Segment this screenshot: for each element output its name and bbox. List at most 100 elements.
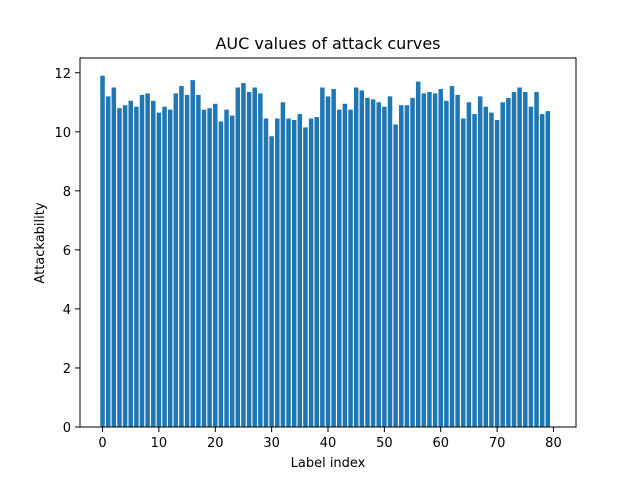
x-tick-label: 70 xyxy=(489,436,506,451)
bar-54 xyxy=(404,105,410,427)
bar-42 xyxy=(337,109,342,427)
bar-9 xyxy=(151,100,156,428)
bar-7 xyxy=(139,94,145,428)
bar-10 xyxy=(156,112,162,428)
bar-5 xyxy=(128,100,133,428)
bar-20 xyxy=(213,103,218,427)
bar-39 xyxy=(320,87,325,428)
bar-15 xyxy=(184,94,190,428)
bar-50 xyxy=(382,106,387,428)
y-tick-label: 0 xyxy=(63,421,71,436)
bar-49 xyxy=(376,102,381,427)
bar-74 xyxy=(517,87,522,428)
bar-71 xyxy=(500,102,505,427)
bar-6 xyxy=(134,106,139,428)
bar-27 xyxy=(252,87,257,428)
y-tick-label: 10 xyxy=(54,126,71,141)
bar-17 xyxy=(196,94,201,428)
bar-78 xyxy=(539,114,545,427)
bar-29 xyxy=(263,118,269,428)
bar-22 xyxy=(224,109,229,427)
bar-40 xyxy=(325,96,331,427)
bar-59 xyxy=(432,93,438,428)
y-tick-label: 2 xyxy=(63,362,71,377)
bar-69 xyxy=(489,112,494,428)
bar-63 xyxy=(455,94,460,428)
y-tick-label: 8 xyxy=(63,185,71,200)
bar-79 xyxy=(545,111,551,427)
y-axis-ticks: 0 2 4 6 8 10 12 xyxy=(54,67,80,436)
bar-1 xyxy=(105,96,111,427)
bar-75 xyxy=(523,91,528,427)
plot-frame xyxy=(79,57,577,428)
bar-2 xyxy=(111,87,117,428)
bar-36 xyxy=(303,127,308,428)
x-tick-label: 30 xyxy=(263,436,280,451)
bar-23 xyxy=(229,115,235,427)
bar-25 xyxy=(241,83,246,427)
bar-4 xyxy=(122,105,128,427)
bar-3 xyxy=(117,108,122,428)
bars xyxy=(100,75,551,428)
bar-0 xyxy=(100,75,105,428)
bar-77 xyxy=(534,91,539,427)
bar-33 xyxy=(286,118,291,428)
bar-60 xyxy=(438,89,443,427)
bar-68 xyxy=(483,106,489,428)
bar-13 xyxy=(173,93,179,428)
bar-32 xyxy=(280,102,286,427)
bar-24 xyxy=(235,87,241,428)
x-tick-label: 0 xyxy=(98,436,106,451)
y-tick-label: 12 xyxy=(54,67,71,82)
bar-30 xyxy=(269,136,274,428)
y-tick-label: 4 xyxy=(63,303,71,318)
bar-70 xyxy=(494,119,500,428)
bar-47 xyxy=(365,97,370,427)
x-tick-label: 10 xyxy=(151,436,168,451)
bar-21 xyxy=(218,121,224,427)
bar-76 xyxy=(528,106,534,428)
bar-61 xyxy=(444,100,449,428)
bar-37 xyxy=(308,118,314,428)
bar-28 xyxy=(258,93,263,428)
bar-12 xyxy=(167,109,173,427)
bar-52 xyxy=(393,124,398,428)
bar-46 xyxy=(359,90,365,427)
bar-8 xyxy=(145,93,150,428)
y-tick-label: 6 xyxy=(63,244,71,259)
bar-14 xyxy=(179,86,184,427)
x-tick-label: 80 xyxy=(545,436,562,451)
bar-65 xyxy=(466,102,472,427)
bar-35 xyxy=(297,114,303,427)
x-tick-label: 40 xyxy=(320,436,337,451)
bar-73 xyxy=(511,91,517,427)
bar-57 xyxy=(421,93,427,428)
bar-16 xyxy=(190,80,195,427)
bar-64 xyxy=(461,118,466,428)
bar-67 xyxy=(477,96,483,427)
bar-45 xyxy=(353,87,359,428)
bar-44 xyxy=(348,109,353,427)
bar-34 xyxy=(291,119,297,428)
bar-62 xyxy=(449,86,455,427)
bar-55 xyxy=(410,97,415,427)
bar-38 xyxy=(314,117,319,427)
bar-19 xyxy=(207,108,212,428)
bar-58 xyxy=(427,91,432,427)
bar-51 xyxy=(387,96,393,427)
bar-11 xyxy=(162,106,167,428)
chart-title: AUC values of attack curves xyxy=(215,34,440,53)
bar-43 xyxy=(342,103,348,427)
y-axis-label: Attackability xyxy=(33,202,48,283)
bar-72 xyxy=(506,97,511,427)
bar-66 xyxy=(472,114,477,427)
bar-53 xyxy=(399,105,404,427)
bar-26 xyxy=(246,91,252,427)
x-tick-label: 20 xyxy=(207,436,224,451)
bar-48 xyxy=(370,99,376,427)
bar-41 xyxy=(331,89,336,427)
bar-56 xyxy=(415,81,421,428)
x-axis-label: Label index xyxy=(291,456,366,471)
bar-18 xyxy=(201,109,207,427)
